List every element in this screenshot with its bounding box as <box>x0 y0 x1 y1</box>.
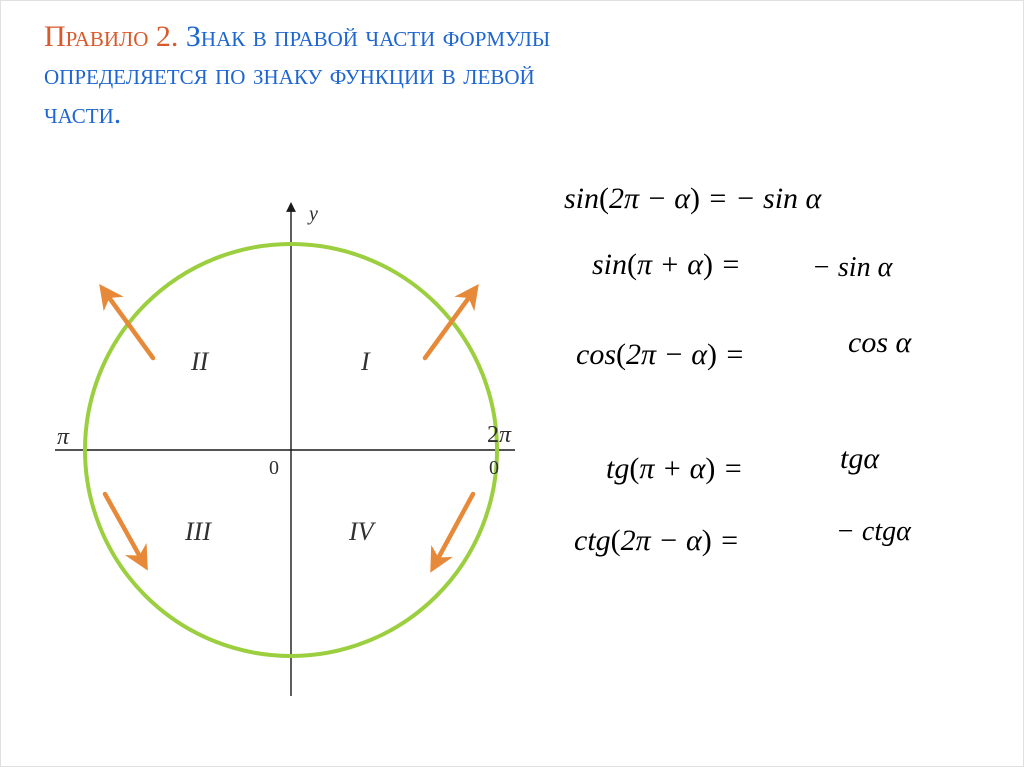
formula-2: − sin α <box>812 252 892 284</box>
slide-title: Правило 2. Знак в правой части формулы о… <box>44 18 550 133</box>
formula-4: cos α <box>848 326 911 360</box>
formula-3: cos(2π − α) = <box>576 338 745 372</box>
title-line3: части. <box>44 97 121 130</box>
formula-6: tgα <box>840 442 879 476</box>
title-prefix: Правило 2. <box>44 20 186 53</box>
svg-text:π: π <box>57 424 70 450</box>
formula-7: ctg(2π − α) = <box>574 524 739 558</box>
svg-text:2π: 2π <box>487 422 512 448</box>
slide: Правило 2. Знак в правой части формулы о… <box>0 0 1024 767</box>
svg-text:III: III <box>184 517 212 546</box>
formula-0: sin(2π − α) = − sin α <box>564 182 821 216</box>
svg-text:IV: IV <box>348 517 377 546</box>
svg-text:II: II <box>190 347 210 376</box>
unit-circle-diagram: yxπ2π00IIIIIIIV <box>55 170 515 700</box>
svg-text:I: I <box>360 347 371 376</box>
svg-text:0: 0 <box>489 457 499 479</box>
svg-text:y: y <box>307 203 318 225</box>
formula-1: sin(π + α) = <box>592 248 741 282</box>
svg-text:0: 0 <box>269 457 279 479</box>
title-line2: определяется по знаку функции в левой <box>44 58 535 91</box>
formula-8: − ctgα <box>836 516 911 548</box>
formula-5: tg(π + α) = <box>606 452 743 486</box>
title-rest-line1: Знак в правой части формулы <box>186 20 550 53</box>
